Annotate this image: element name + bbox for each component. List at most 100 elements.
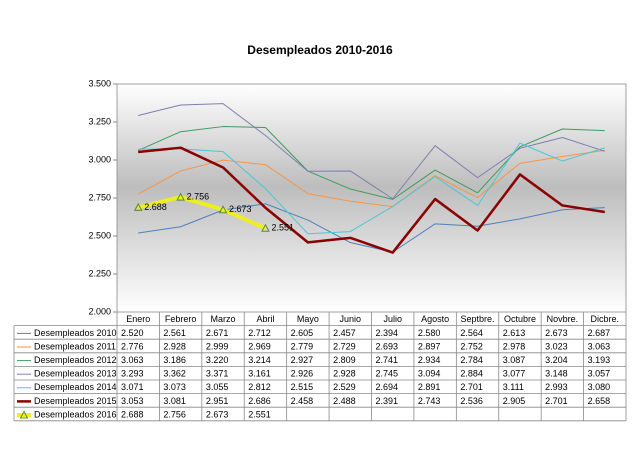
series-line <box>138 126 605 200</box>
table-value: 2.934 <box>418 355 441 365</box>
table-value: 2.605 <box>291 328 314 338</box>
table-value: 2.673 <box>545 328 568 338</box>
x-tick-label: Agosto <box>421 314 449 324</box>
legend-label: Desempleados 2015 <box>34 396 117 406</box>
table-value: 2.671 <box>206 328 229 338</box>
table-value: 3.087 <box>503 355 526 365</box>
table-value: 2.515 <box>291 382 314 392</box>
table-value: 3.055 <box>206 382 229 392</box>
y-tick-label: 2.500 <box>88 230 111 240</box>
series-line <box>137 195 267 231</box>
table-value: 3.081 <box>163 396 186 406</box>
table-value: 3.220 <box>206 355 229 365</box>
table-value: 3.023 <box>545 341 568 351</box>
legend-label: Desempleados 2011 <box>34 341 116 351</box>
table-value: 2.745 <box>376 369 399 379</box>
table-value: 2.999 <box>206 341 229 351</box>
x-tick-label: Febrero <box>165 314 197 324</box>
x-tick-label: Dicbre. <box>591 314 620 324</box>
table-value: 2.561 <box>163 328 186 338</box>
table-value: 3.057 <box>588 369 611 379</box>
table-value: 2.905 <box>503 396 526 406</box>
x-tick-label: Mayo <box>297 314 319 324</box>
table-value: 2.743 <box>418 396 441 406</box>
marker <box>133 202 143 211</box>
y-tick-label: 3.000 <box>88 154 111 164</box>
legend-label: Desempleados 2013 <box>34 369 117 379</box>
table-value: 2.701 <box>545 396 568 406</box>
table-value: 2.580 <box>418 328 441 338</box>
marker <box>261 223 270 232</box>
table-value: 2.729 <box>333 341 356 351</box>
table-value: 3.362 <box>163 369 186 379</box>
table-value: 2.891 <box>418 382 441 392</box>
table-value: 2.926 <box>291 369 314 379</box>
table-value: 3.094 <box>418 369 441 379</box>
table-value: 3.053 <box>121 396 144 406</box>
data-label: 2.688 <box>144 202 167 212</box>
legend-label: Desempleados 2016 <box>34 409 117 419</box>
chart-title: Desempleados 2010-2016 <box>247 43 393 57</box>
table-value: 3.204 <box>545 355 568 365</box>
table-value: 2.927 <box>291 355 314 365</box>
marker <box>176 192 185 201</box>
table-value: 2.394 <box>376 328 399 338</box>
table-value: 2.391 <box>376 396 399 406</box>
table-value: 2.978 <box>503 341 526 351</box>
table-value: 3.186 <box>163 355 186 365</box>
data-label: 2.756 <box>187 191 210 201</box>
x-tick-label: Octubre <box>504 314 536 324</box>
table-value: 2.529 <box>333 382 356 392</box>
table-value: 3.111 <box>503 382 524 392</box>
table-value: 2.809 <box>333 355 356 365</box>
table-value: 2.784 <box>460 355 483 365</box>
table-value: 2.658 <box>588 396 611 406</box>
table-value: 3.161 <box>248 369 271 379</box>
x-tick-label: Junio <box>340 314 362 324</box>
table-value: 2.752 <box>460 341 483 351</box>
table-value: 2.694 <box>376 382 399 392</box>
table-value: 2.951 <box>206 396 229 406</box>
table-value: 2.993 <box>545 382 568 392</box>
plot-area <box>117 84 626 312</box>
legend-label: Desempleados 2012 <box>34 355 117 365</box>
table-value: 2.741 <box>376 355 399 365</box>
table-value: 2.812 <box>248 382 271 392</box>
legend-label: Desempleados 2014 <box>34 382 117 392</box>
table-value: 2.712 <box>248 328 271 338</box>
y-tick-label: 2.250 <box>88 268 111 278</box>
series-line <box>137 149 605 208</box>
table-value: 2.520 <box>121 328 144 338</box>
table-value: 2.701 <box>460 382 483 392</box>
table-value: 3.293 <box>121 369 144 379</box>
table-value: 3.077 <box>503 369 526 379</box>
table-value: 2.458 <box>291 396 314 406</box>
table-value: 2.776 <box>121 341 144 351</box>
table-value: 2.969 <box>248 341 271 351</box>
table-value: 2.779 <box>291 341 314 351</box>
table-value: 3.063 <box>121 355 144 365</box>
table-value: 2.551 <box>248 409 271 419</box>
x-tick-label: Julio <box>383 314 402 324</box>
table-value: 3.214 <box>248 355 271 365</box>
data-label: 2.551 <box>271 223 294 233</box>
y-tick-label: 2.000 <box>88 306 111 316</box>
y-tick-label: 3.250 <box>88 116 111 126</box>
y-tick-label: 2.750 <box>88 192 111 202</box>
x-tick-label: Novbre. <box>547 314 579 324</box>
x-tick-label: Abril <box>256 314 274 324</box>
legend-marker <box>19 410 29 419</box>
table-value: 2.884 <box>460 369 483 379</box>
table-value: 2.897 <box>418 341 441 351</box>
table-value: 2.686 <box>248 396 271 406</box>
series-line <box>138 203 605 253</box>
x-tick-label: Marzo <box>211 314 236 324</box>
table-value: 2.673 <box>206 409 229 419</box>
table-value: 3.371 <box>206 369 229 379</box>
table-value: 3.073 <box>163 382 186 392</box>
table-value: 2.613 <box>503 328 526 338</box>
table-value: 2.488 <box>333 396 356 406</box>
table-value: 2.688 <box>121 409 144 419</box>
table-value: 2.687 <box>588 328 611 338</box>
